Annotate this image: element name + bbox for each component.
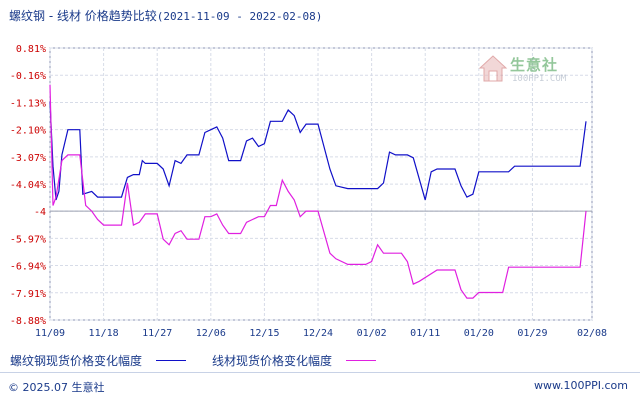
y-tick-label: 0.81%	[16, 44, 46, 55]
x-axis-ticks: 11/09 11/18 11/27 12/06 12/15 12/24 01/02 01/11…	[35, 328, 607, 339]
chart-legend: 螺纹钢现货价格变化幅度 线材现货价格变化幅度	[10, 352, 386, 369]
x-tick-label: 12/24	[303, 328, 333, 339]
x-tick-label: 11/09	[35, 328, 65, 339]
chart-title-range: (2021-11-09 - 2022-02-08)	[156, 10, 323, 23]
y-tick-label: -4	[34, 207, 46, 218]
series-line-0	[49, 101, 587, 201]
logo-text-en: 100PPI.COM	[512, 74, 567, 84]
y-tick-label: -8.88%	[10, 316, 46, 327]
legend-swatch-wire	[346, 360, 377, 361]
footer-copyright: © 2025.07 生意社	[8, 381, 105, 394]
chart-title-main: 螺纹钢 - 线材 价格趋势比较	[9, 9, 157, 23]
y-axis-ticks: 0.81% -0.16% -1.13% -2.10% -3.07% -4.04% -4 -5.…	[10, 44, 46, 327]
legend-label-wire: 线材现货价格变化幅度	[212, 354, 333, 368]
footer-bar: © 2025.07 生意社 www.100PPI.com	[0, 372, 640, 401]
x-tick-label: 11/27	[142, 328, 172, 339]
legend-swatch-rebar	[156, 360, 187, 361]
chart-series	[49, 84, 587, 299]
chart-title: 螺纹钢 - 线材 价格趋势比较(2021-11-09 - 2022-02-08)	[9, 7, 322, 24]
footer-site-link[interactable]: www.100PPI.com	[534, 379, 628, 392]
y-tick-label: -6.94%	[10, 262, 46, 273]
x-tick-label: 02/08	[577, 328, 607, 339]
x-tick-label: 01/02	[357, 328, 387, 339]
y-tick-label: -4.04%	[10, 180, 46, 191]
legend-label-rebar: 螺纹钢现货价格变化幅度	[10, 354, 143, 368]
logo-text-cn: 生意社	[510, 56, 559, 74]
y-tick-label: -3.07%	[10, 153, 46, 164]
x-tick-label: 01/11	[410, 328, 440, 339]
y-tick-label: -1.13%	[10, 98, 46, 109]
x-tick-label: 01/29	[517, 328, 547, 339]
x-tick-label: 12/06	[196, 328, 226, 339]
x-tick-label: 01/20	[464, 328, 494, 339]
y-tick-label: -7.91%	[10, 289, 46, 300]
x-tick-label: 12/15	[249, 328, 279, 339]
x-tick-label: 11/18	[89, 328, 119, 339]
chart-grid	[49, 47, 593, 321]
watermark-logo: 生意社 100PPI.COM	[478, 52, 578, 92]
y-tick-label: -5.97%	[10, 234, 46, 245]
y-tick-label: -0.16%	[10, 71, 46, 82]
series-line-1	[49, 84, 587, 299]
y-tick-label: -2.10%	[10, 126, 46, 137]
house-logo-icon	[478, 55, 508, 82]
